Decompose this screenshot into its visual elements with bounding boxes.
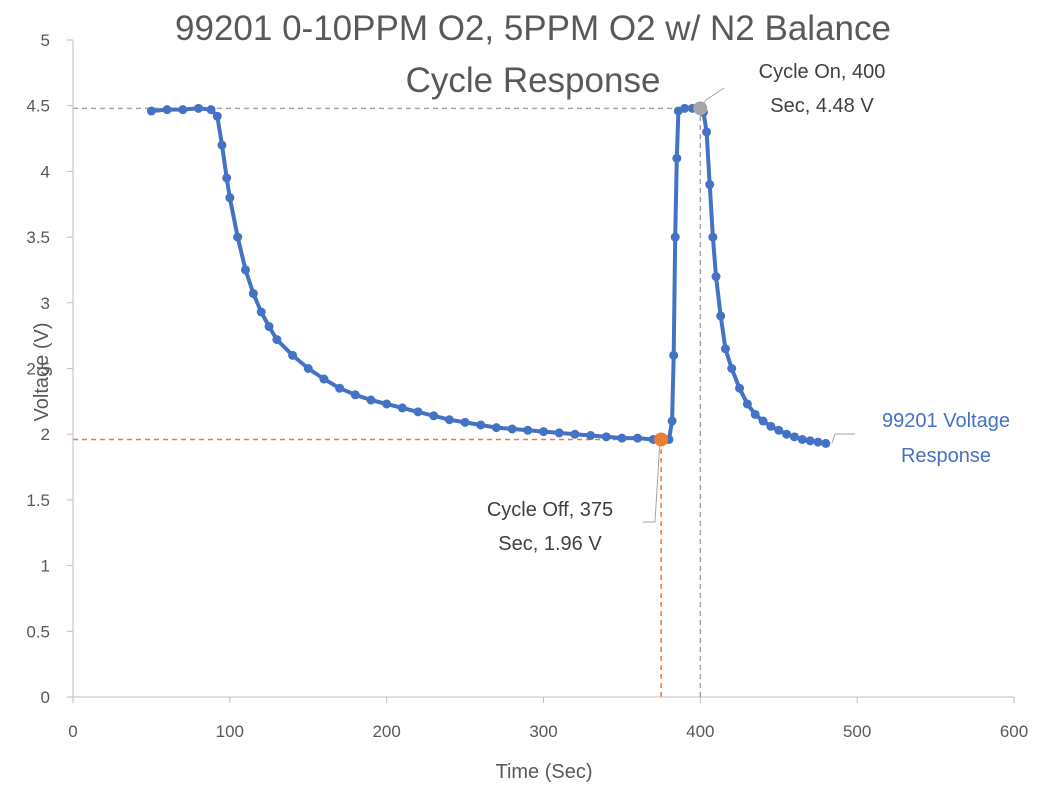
data-point (702, 127, 712, 137)
x-tick-label: 600 (1000, 722, 1028, 741)
data-point (225, 193, 235, 203)
chart-title-line-2: Cycle Response (406, 61, 661, 100)
series-label-leader-line (831, 433, 855, 444)
data-point (705, 180, 715, 190)
data-point (750, 409, 760, 419)
data-point (222, 173, 232, 183)
data-point (766, 421, 776, 431)
data-point (735, 383, 745, 393)
x-axis-title: Time (Sec) (495, 761, 592, 783)
y-tick-label: 1.5 (26, 491, 50, 510)
y-tick-label: 0.5 (26, 622, 50, 641)
y-tick-label: 3 (41, 294, 50, 313)
data-point (805, 436, 815, 446)
data-point (319, 374, 329, 384)
x-tick-label: 200 (372, 722, 400, 741)
chart-title-line-1: 99201 0-10PPM O2, 5PPM O2 w/ N2 Balance (175, 9, 891, 48)
highlighted-point (693, 101, 708, 116)
x-tick-label: 0 (68, 722, 77, 741)
data-point (570, 429, 580, 439)
data-point (670, 232, 680, 242)
callout-label: Sec, 4.48 V (770, 95, 874, 117)
y-axis-title: Voltage (V) (31, 323, 53, 422)
data-point (813, 437, 823, 447)
callout-label: Cycle Off, 375 (487, 499, 613, 521)
data-point (774, 425, 784, 435)
annotations-group: Cycle On, 400 Sec, 4.48 V Cycle Off, 375 Se… (487, 61, 886, 555)
data-point (742, 399, 752, 409)
data-point (782, 429, 792, 439)
data-point (672, 153, 682, 163)
data-point (617, 433, 627, 443)
callout-label: Cycle On, 400 (759, 61, 886, 83)
data-point (248, 289, 258, 299)
data-point (272, 335, 282, 345)
highlighted-point (654, 432, 669, 447)
data-point (711, 272, 721, 282)
data-point (586, 431, 596, 441)
x-tick-label: 300 (529, 722, 557, 741)
data-point (601, 432, 611, 442)
data-point (633, 433, 643, 443)
data-point (335, 383, 345, 393)
data-point (212, 111, 222, 121)
data-point (162, 105, 172, 115)
y-tick-label: 1 (41, 557, 50, 576)
data-point (708, 232, 718, 242)
data-point (821, 438, 831, 448)
data-point (680, 103, 690, 113)
x-tick-label: 400 (686, 722, 714, 741)
data-point (720, 344, 730, 354)
y-tick-label: 2 (41, 425, 50, 444)
data-point (193, 103, 203, 113)
data-point (476, 420, 486, 430)
data-point (491, 423, 501, 433)
y-tick-label: 2.5 (26, 360, 50, 379)
data-point (507, 424, 517, 434)
data-point (413, 407, 423, 417)
data-point (539, 427, 548, 437)
data-point (288, 350, 298, 360)
axes: 0 100 200 300 400 500 600 0 0.5 1 1.5 2 2.5 3 3.5 4 4.5 5 (26, 31, 1028, 741)
data-point (789, 432, 799, 442)
series-label-line-1: 99201 Voltage (882, 410, 1010, 432)
data-point (146, 106, 156, 116)
data-point (350, 390, 360, 400)
data-point (206, 105, 216, 115)
data-point (256, 307, 266, 317)
x-tick-label: 500 (843, 722, 871, 741)
data-point (264, 321, 274, 331)
data-point (758, 416, 768, 426)
data-point (303, 364, 313, 373)
data-point (727, 364, 737, 373)
callout-label: Sec, 1.96 V (498, 533, 602, 555)
data-point (716, 311, 726, 321)
data-point (217, 140, 227, 150)
data-point (460, 417, 470, 427)
data-point (397, 403, 407, 413)
y-tick-label: 5 (41, 31, 50, 50)
data-point (382, 399, 392, 409)
data-point (429, 411, 439, 421)
data-point (554, 428, 564, 438)
data-point (667, 416, 677, 426)
data-point (366, 395, 376, 405)
data-point (241, 265, 251, 275)
data-point (233, 232, 243, 242)
data-point (523, 425, 533, 435)
data-point (444, 415, 454, 425)
y-tick-label: 3.5 (26, 228, 50, 247)
data-point (797, 434, 807, 444)
data-point (178, 105, 188, 115)
y-tick-label: 0 (41, 688, 50, 707)
x-tick-label: 100 (216, 722, 244, 741)
reference-lines (73, 107, 702, 697)
y-tick-label: 4.5 (26, 97, 50, 116)
data-point (669, 350, 679, 360)
y-tick-label: 4 (41, 162, 50, 181)
series-label-line-2: Response (901, 445, 991, 467)
